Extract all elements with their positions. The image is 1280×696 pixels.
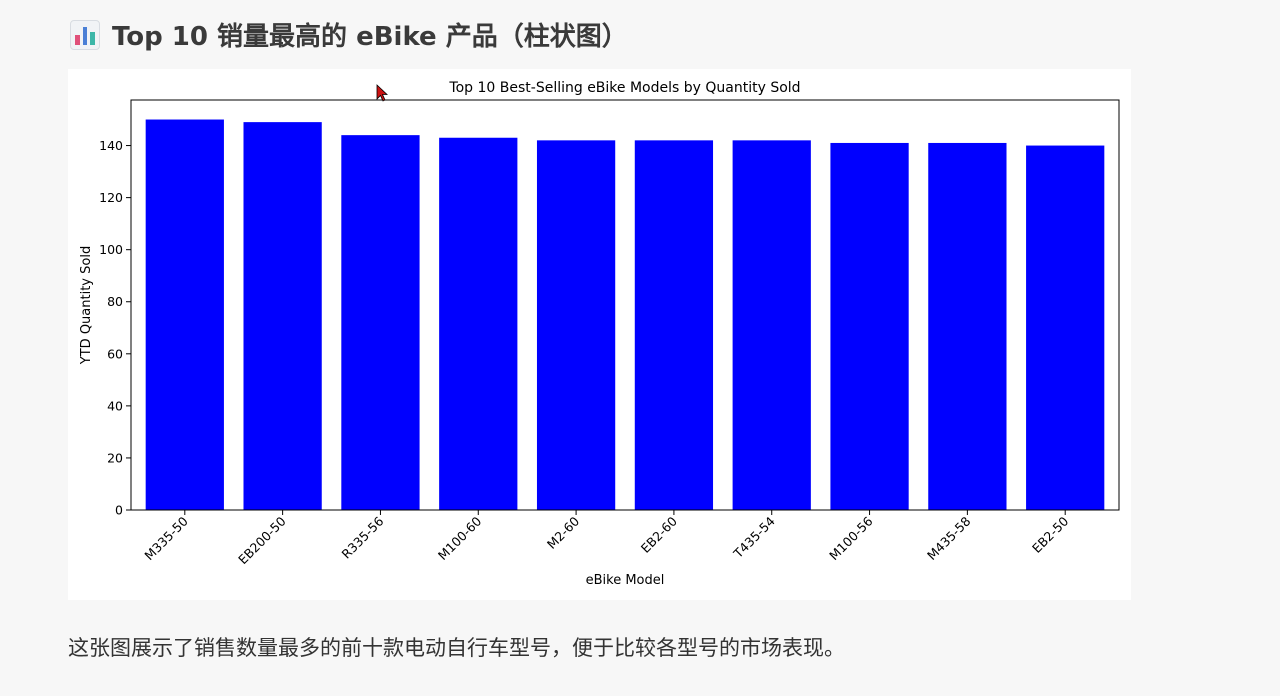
y-axis-label: YTD Quantity Sold xyxy=(79,246,94,365)
bar-chart-emoji-icon xyxy=(70,19,100,50)
chart-caption: 这张图展示了销售数量最多的前十款电动自行车型号，便于比较各型号的市场表现。 xyxy=(68,636,845,660)
bar-T435-54 xyxy=(732,140,811,510)
x-tick-label: T435-54 xyxy=(730,513,778,561)
x-tick-label: EB200-50 xyxy=(235,513,289,567)
plot-frame xyxy=(130,99,1120,511)
x-tick-label: EB2-60 xyxy=(638,513,680,555)
x-tick-label: EB2-50 xyxy=(1029,513,1071,555)
y-tick-label: 40 xyxy=(107,398,123,413)
y-tick-label: 0 xyxy=(115,503,123,518)
x-axis-label: eBike Model xyxy=(586,573,665,588)
x-tick-label: M100-56 xyxy=(826,513,876,563)
y-tick-label: 20 xyxy=(107,450,123,465)
bar-M100-56 xyxy=(830,142,909,510)
y-tick-label: 140 xyxy=(99,138,123,153)
mouse-cursor-icon xyxy=(376,84,388,102)
bar-EB200-50 xyxy=(243,122,322,510)
bar-chart: Top 10 Best-Selling eBike Models by Quan… xyxy=(79,80,1120,588)
x-tick-label: M335-50 xyxy=(141,513,191,563)
bar-EB2-60 xyxy=(634,140,714,510)
y-tick-label: 80 xyxy=(107,294,123,309)
x-tick-label: M100-60 xyxy=(435,513,485,563)
y-tick-label: 60 xyxy=(107,346,123,361)
x-tick-label: M435-58 xyxy=(924,513,974,563)
section-heading-text: Top 10 销量最高的 eBike 产品（柱状图） xyxy=(112,22,628,52)
bar-M100-60 xyxy=(439,137,518,510)
y-tick-label: 100 xyxy=(99,242,123,257)
bar-M435-58 xyxy=(928,142,1007,510)
chart-title: Top 10 Best-Selling eBike Models by Quan… xyxy=(448,80,800,96)
chart-figure: Top 10 Best-Selling eBike Models by Quan… xyxy=(68,69,1131,600)
x-tick-label: R335-56 xyxy=(339,513,387,561)
bar-M335-50 xyxy=(145,119,224,511)
bar-M2-60 xyxy=(536,140,616,510)
bar-EB2-50 xyxy=(1026,145,1105,511)
y-tick-label: 120 xyxy=(99,190,123,205)
bar-R335-56 xyxy=(341,135,420,510)
section-heading: Top 10 销量最高的 eBike 产品（柱状图） xyxy=(70,16,628,53)
x-tick-label: M2-60 xyxy=(544,513,582,551)
